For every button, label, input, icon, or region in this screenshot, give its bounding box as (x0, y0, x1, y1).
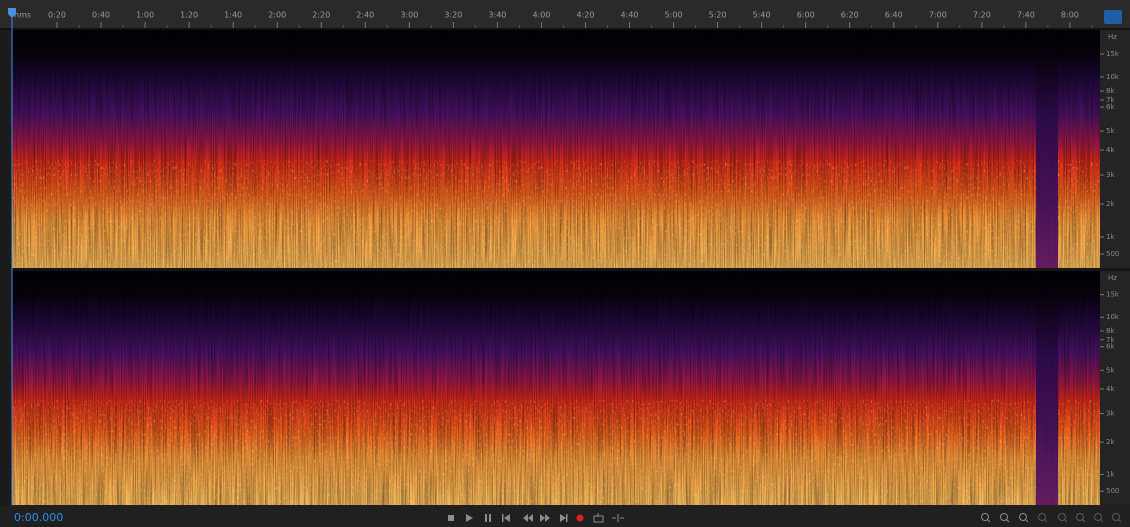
ruler-unit: hms (14, 11, 31, 20)
frequency-label: 4k (1106, 385, 1115, 393)
frequency-label: 3k (1106, 171, 1115, 179)
spectrogram-speckle (12, 400, 1100, 505)
frequency-label: 6k (1106, 103, 1115, 111)
spectral-display: Hz15k10k8k7k6k5k4k3k2k1k500Hz15k10k8k7k6… (0, 18, 1130, 505)
spectrogram-silence (1036, 294, 1058, 505)
ruler-label: 0:40 (92, 11, 110, 20)
frequency-label: 500 (1106, 487, 1119, 495)
frequency-label: 3k (1106, 410, 1115, 418)
ruler-label: 6:20 (841, 11, 859, 20)
transport-bar (0, 505, 1130, 527)
frequency-label: 10k (1106, 73, 1120, 81)
frequency-scale (1100, 271, 1130, 505)
frequency-label: 5k (1106, 366, 1115, 374)
ruler-label: 2:40 (356, 11, 374, 20)
frequency-label: 1k (1106, 233, 1115, 241)
ruler-label: 7:00 (929, 11, 947, 20)
ruler-label: 6:00 (797, 11, 815, 20)
stop-button[interactable] (448, 515, 454, 521)
ruler-label: 5:20 (709, 11, 727, 20)
frequency-label: 1k (1106, 471, 1115, 479)
frequency-label: 5k (1106, 127, 1115, 135)
frequency-label: 8k (1106, 327, 1115, 335)
ruler-label: 0:20 (48, 11, 66, 20)
ruler-label: 4:40 (621, 11, 639, 20)
ruler-label: 5:00 (665, 11, 683, 20)
zoom-nav-button[interactable] (1104, 10, 1122, 24)
frequency-label: 500 (1106, 250, 1119, 258)
frequency-label: 8k (1106, 87, 1115, 95)
ruler-border (0, 28, 1130, 30)
ruler-label: 5:40 (753, 11, 771, 20)
ruler-label: 2:20 (312, 11, 330, 20)
frequency-label: 15k (1106, 291, 1120, 299)
channel-divider (0, 268, 1130, 271)
frequency-label: 6k (1106, 343, 1115, 351)
ruler-label: 1:00 (136, 11, 154, 20)
spectrogram-speckle (12, 161, 1100, 268)
ruler-label: 1:40 (224, 11, 242, 20)
ruler-label: 6:40 (885, 11, 903, 20)
frequency-scale (1100, 30, 1130, 268)
record-button[interactable] (577, 515, 584, 522)
ruler-label: 4:00 (532, 11, 550, 20)
audio-editor: hms Hz15k10k8k7k6k5k4k3k2k1k500Hz15k10k8… (0, 0, 1130, 527)
frequency-label: 10k (1106, 313, 1120, 321)
ruler-label: 2:00 (268, 11, 286, 20)
frequency-unit: Hz (1108, 274, 1117, 282)
ruler-label: 3:20 (444, 11, 462, 20)
frequency-label: 15k (1106, 50, 1120, 58)
ruler-label: 1:20 (180, 11, 198, 20)
frequency-label: 4k (1106, 146, 1115, 154)
ruler-label: 8:00 (1061, 11, 1079, 20)
frequency-label: 2k (1106, 200, 1115, 208)
ruler-label: 3:40 (488, 11, 506, 20)
ruler-label: 7:20 (973, 11, 991, 20)
time-ruler[interactable] (0, 0, 1130, 28)
frequency-unit: Hz (1108, 33, 1117, 41)
ruler-label: 4:20 (576, 11, 594, 20)
spectrogram-silence (1036, 54, 1058, 268)
ruler-label: 7:40 (1017, 11, 1035, 20)
ruler-label: 3:00 (400, 11, 418, 20)
left-margin (0, 30, 12, 505)
time-display: 0:00.000 (14, 511, 63, 524)
frequency-label: 2k (1106, 438, 1115, 446)
